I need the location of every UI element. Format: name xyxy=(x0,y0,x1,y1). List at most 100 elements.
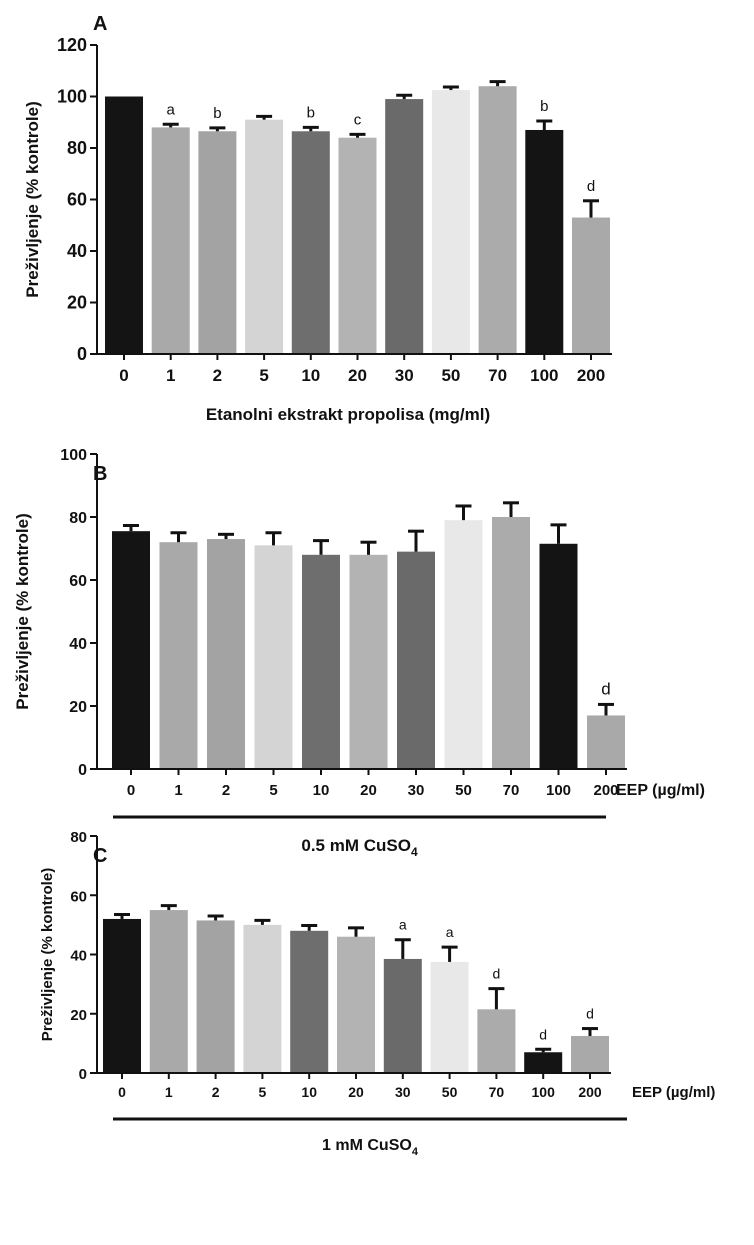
y-axis-label: Preživljenje (% kontrole) xyxy=(23,101,42,298)
bar xyxy=(478,86,517,354)
bar xyxy=(397,551,435,769)
bar xyxy=(198,131,237,354)
treatment-label: 0.5 mM CuSO4 xyxy=(301,836,418,859)
significance-letter: d xyxy=(539,1026,547,1042)
x-tick-label: 200 xyxy=(593,782,618,799)
bar xyxy=(149,910,188,1073)
bar xyxy=(159,542,198,769)
bar xyxy=(431,90,470,354)
significance-letter: a xyxy=(399,917,407,933)
bar xyxy=(385,99,424,354)
x-tick-label: 70 xyxy=(489,1084,505,1100)
significance-letter: a xyxy=(167,101,176,118)
chart-panel-a: A 0 a 1 b 2 5 b 10 c 20 30 50 70 b 100 d 200 0 20 40 60 80 100 1… xyxy=(23,13,612,424)
significance-letter: d xyxy=(587,178,595,195)
bar xyxy=(572,217,610,354)
treatment-subscript: 4 xyxy=(412,1146,419,1158)
x-tick-label: 20 xyxy=(348,1084,364,1100)
significance-letter: c xyxy=(354,111,362,128)
y-tick-label: 40 xyxy=(69,636,87,653)
bar xyxy=(525,129,564,354)
y-tick-label: 80 xyxy=(67,138,87,158)
bar xyxy=(524,1052,563,1073)
significance-letter: a xyxy=(446,924,454,940)
x-tick-label: 20 xyxy=(360,782,377,799)
x-tick-label: 10 xyxy=(301,1084,317,1100)
x-tick-label: 2 xyxy=(212,1084,220,1100)
bar xyxy=(207,539,245,769)
bar xyxy=(112,531,150,769)
x-tick-label: 200 xyxy=(578,1084,602,1100)
y-tick-label: 20 xyxy=(69,699,87,716)
bar xyxy=(337,936,375,1073)
bar xyxy=(254,545,293,769)
y-tick-label: 40 xyxy=(67,241,87,261)
bar xyxy=(105,96,143,354)
bar xyxy=(571,1035,609,1073)
x-tick-label: 2 xyxy=(213,366,222,385)
x-tick-label: 2 xyxy=(222,782,230,799)
bar xyxy=(302,554,340,769)
x-tick-label: 100 xyxy=(546,782,571,799)
y-tick-label: 20 xyxy=(70,1007,87,1024)
bar xyxy=(539,543,578,769)
bar xyxy=(587,715,625,769)
y-axis-label: Preživljenje (% kontrole) xyxy=(13,513,32,710)
bar xyxy=(151,127,190,355)
y-tick-label: 0 xyxy=(77,344,87,364)
significance-letter: b xyxy=(307,104,315,121)
y-tick-label: 80 xyxy=(69,510,87,527)
bar xyxy=(349,554,388,769)
x-tick-label: 30 xyxy=(408,782,425,799)
x-tick-label: 1 xyxy=(174,782,182,799)
y-tick-label: 80 xyxy=(70,829,87,846)
bar xyxy=(430,961,469,1073)
y-tick-label: 40 xyxy=(70,948,87,965)
x-tick-label: 70 xyxy=(488,366,507,385)
x-tick-label: 1 xyxy=(165,1084,173,1100)
bar xyxy=(338,137,377,354)
x-tick-label: 70 xyxy=(503,782,520,799)
significance-letter: b xyxy=(540,98,548,115)
x-tick-label: 20 xyxy=(348,366,367,385)
y-tick-label: 100 xyxy=(57,87,87,107)
treatment-label: 1 mM CuSO4 xyxy=(322,1137,419,1158)
x-tick-label: 5 xyxy=(259,1084,267,1100)
bar xyxy=(383,958,422,1073)
x-tick-label: 5 xyxy=(259,366,268,385)
y-tick-label: 100 xyxy=(60,447,87,464)
y-tick-label: 120 xyxy=(57,35,87,55)
x-axis-label: Etanolni ekstrakt propolisa (mg/ml) xyxy=(206,405,490,424)
y-tick-label: 60 xyxy=(67,190,87,210)
x-tick-label: 30 xyxy=(395,1084,411,1100)
bar xyxy=(196,920,235,1073)
significance-letter: b xyxy=(213,105,221,122)
x-axis-unit-label: EEP (µg/ml) xyxy=(632,1084,715,1101)
x-tick-label: 30 xyxy=(395,366,414,385)
x-tick-label: 50 xyxy=(441,366,460,385)
x-tick-label: 100 xyxy=(530,366,558,385)
bar xyxy=(290,930,329,1073)
y-tick-label: 60 xyxy=(70,888,87,905)
bar xyxy=(444,520,483,769)
x-tick-label: 0 xyxy=(127,782,135,799)
x-tick-label: 1 xyxy=(166,366,175,385)
y-tick-label: 0 xyxy=(78,762,87,779)
significance-letter: d xyxy=(493,966,501,982)
x-tick-label: 0 xyxy=(119,366,128,385)
bar xyxy=(492,517,530,769)
x-tick-label: 50 xyxy=(442,1084,458,1100)
x-tick-label: 100 xyxy=(532,1084,556,1100)
chart-panel-c: C 0 1 2 5 10 20 a 30 a 50 d 70 d 100 d 200 0 20 40 60 80 Preži… xyxy=(39,829,715,1158)
x-tick-label: 0 xyxy=(118,1084,126,1100)
bar xyxy=(291,131,330,354)
bar xyxy=(477,1009,516,1073)
x-tick-label: 10 xyxy=(313,782,330,799)
panel-letter: C xyxy=(93,845,107,867)
panel-letter: A xyxy=(93,13,107,35)
bar xyxy=(245,119,284,354)
x-tick-label: 5 xyxy=(269,782,277,799)
significance-letter: d xyxy=(586,1006,594,1022)
chart-panel-b: B 0 1 2 5 10 20 30 50 70 100 d 200 0 20 40 60 80 100 Preživ… xyxy=(13,447,705,859)
